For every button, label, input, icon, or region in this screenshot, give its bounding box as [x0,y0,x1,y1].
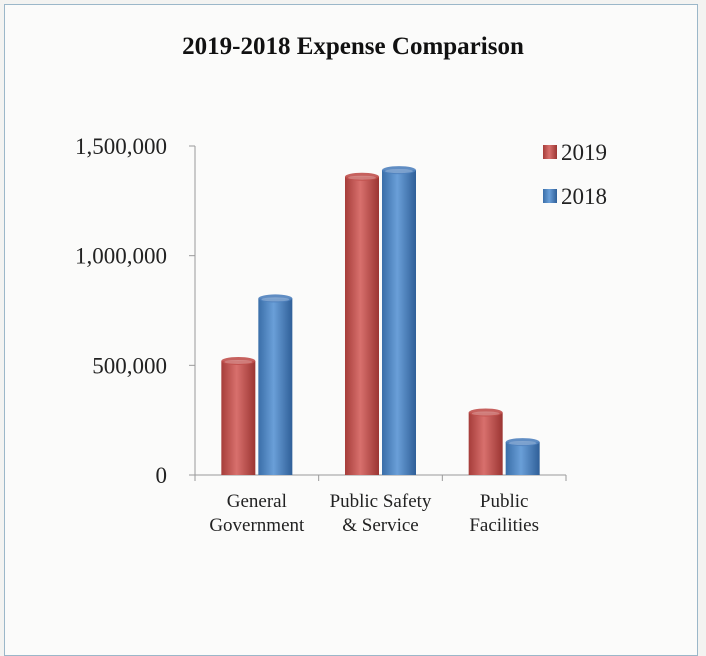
legend-swatch [543,145,557,159]
bar-top-highlight [261,297,290,302]
bar-top-highlight [385,169,413,174]
bar-top-highlight [348,175,376,180]
bar-2018-1 [382,166,416,476]
bar-body [468,412,503,475]
legend-item-2018: 2018 [543,184,607,209]
legend-swatch [543,189,557,203]
x-category-label: Public Safety [330,491,432,512]
legend-item-2019: 2019 [543,140,607,165]
y-tick-label: 1,500,000 [75,134,167,159]
chart-title: 2019-2018 Expense Comparison [182,33,524,60]
bar-2019-0 [221,356,256,475]
bar-body [221,360,256,475]
x-category-label: Public [480,491,529,512]
axis-layer: 0 500,000 1,000,000 1,500,000 General Governm… [75,134,567,536]
bar-body [345,176,379,475]
bars-layer [221,166,540,476]
bar-top [258,294,293,303]
bar-2019-1 [345,172,379,475]
bar-2018-0 [258,294,293,475]
bar-2019-2 [468,408,503,475]
bar-top [468,408,503,417]
bar-top-highlight [471,411,500,416]
x-category-label: & Service [342,515,419,536]
x-category-label: Government [209,515,305,536]
bar-top [382,166,416,175]
y-tick-label: 500,000 [92,353,167,378]
legend-label: 2018 [561,184,607,209]
bar-body [382,170,416,476]
bar-top-highlight [224,359,253,364]
y-tick-label: 0 [156,463,168,488]
y-tick-label: 1,000,000 [75,244,167,269]
legend-label: 2019 [561,140,607,165]
legend: 2019 2018 [543,140,607,209]
bar-top [221,356,256,365]
x-category-label: General [227,491,287,512]
bar-top [505,438,540,447]
bar-top-highlight [508,441,537,446]
bar-top [345,172,379,181]
x-category-label: Facilities [469,515,539,536]
bar-body [258,298,293,475]
bar-2018-2 [505,438,540,475]
bar-body [505,442,540,475]
